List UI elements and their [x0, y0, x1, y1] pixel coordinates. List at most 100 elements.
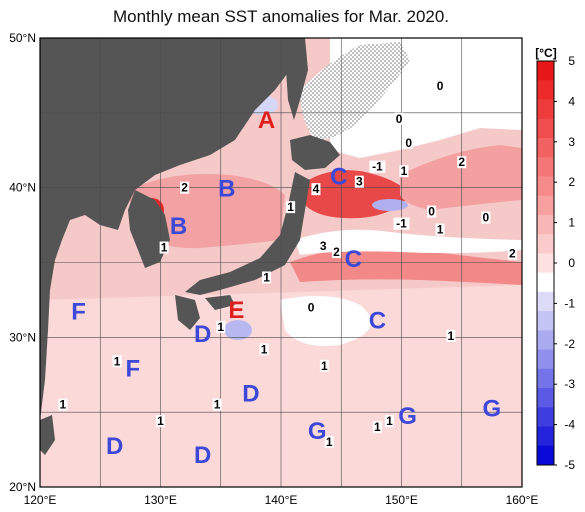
region-label-d: D — [194, 442, 211, 469]
contour-label: 2 — [458, 155, 465, 169]
contour-label-bg — [435, 223, 445, 236]
contour-label-bg — [369, 160, 386, 173]
colorbar-label: -4 — [564, 418, 575, 432]
land-taiwan — [40, 415, 55, 455]
region-label-d: D — [106, 433, 123, 460]
colorbar-segment — [537, 80, 554, 100]
land-kyushu — [175, 295, 200, 330]
colorbar-label: -3 — [564, 377, 575, 391]
colorbar-segment — [537, 349, 554, 370]
contour-label-bg — [427, 205, 437, 218]
contour-label: 1 — [401, 164, 408, 178]
contour-label: 0 — [483, 211, 490, 225]
contour-label: 1 — [374, 420, 381, 434]
contour-label-bg — [404, 136, 414, 149]
region-label-d: D — [194, 321, 211, 348]
contour-label-bg — [446, 329, 456, 342]
lon-tick-label: 120°E — [24, 493, 57, 507]
lon-tick-label: 150°E — [385, 493, 418, 507]
colorbar-label: 3 — [568, 135, 575, 149]
contour-label: 2 — [333, 245, 340, 259]
colorbar-segment — [537, 388, 554, 408]
contour-label: 2 — [181, 181, 188, 195]
anomaly-warm-band-kuroshio — [290, 246, 522, 285]
contour-label: 1 — [214, 398, 221, 412]
region-label-d: D — [242, 381, 259, 408]
lat-axis: 50°N 40°N 30°N 20°N — [9, 31, 36, 494]
contour-label-bg — [399, 165, 409, 178]
contour-label-bg — [393, 217, 410, 230]
land-honshu — [185, 172, 310, 295]
contour-label-bg — [156, 415, 165, 428]
colorbar-segment — [537, 291, 554, 312]
colorbar-label: 2 — [568, 175, 575, 189]
contour-label-bg — [112, 355, 122, 368]
anomaly-cold-eddy — [224, 320, 252, 340]
colorbar-segment — [537, 253, 554, 274]
contour-label-bg — [262, 271, 272, 284]
contour-label-bg — [457, 156, 467, 169]
colorbar-label: -1 — [564, 296, 575, 310]
contour-label: 4 — [313, 182, 320, 196]
land — [40, 38, 340, 455]
anomaly-cold-spot-east — [372, 199, 408, 211]
contour-label-bg — [58, 398, 68, 411]
contour-label: 1 — [114, 354, 121, 368]
lat-tick-label: 30°N — [9, 330, 36, 344]
colorbar-segment — [537, 137, 554, 158]
colorbar-segment — [537, 445, 554, 466]
colorbar-segment — [537, 330, 554, 351]
contour-label: 1 — [321, 359, 328, 373]
contour-label: 0 — [428, 205, 435, 219]
contour-label: 1 — [261, 342, 268, 356]
colorbar-label: 4 — [568, 94, 575, 108]
sea-ice-region — [300, 42, 410, 140]
contour-label-bg — [507, 247, 517, 260]
contour-label: 1 — [437, 223, 444, 237]
colorbar-label: 5 — [568, 54, 575, 68]
lon-axis: 120°E 130°E 140°E 150°E 160°E — [24, 493, 539, 507]
contour-label-bg — [306, 301, 316, 314]
anomaly-warm-japan-sea — [130, 174, 285, 249]
contour-label-bg — [216, 320, 226, 333]
lon-tick-label: 160°E — [506, 493, 539, 507]
contour-label-bg — [354, 175, 364, 188]
anomaly-near-zero-south — [280, 296, 372, 346]
colorbar-label: -2 — [564, 337, 575, 351]
contour-label: 1 — [326, 435, 333, 449]
contour-label-bg — [384, 415, 394, 428]
colorbar-label: -5 — [564, 458, 575, 472]
colorbar-label: 0 — [568, 256, 575, 270]
region-label-f: F — [125, 355, 140, 382]
region-label-e: E — [228, 297, 244, 324]
colorbar-segment — [537, 118, 554, 139]
contour-label: 1 — [448, 329, 455, 343]
contour-label-bg — [318, 240, 328, 253]
lon-tick-label: 130°E — [144, 493, 177, 507]
land-sakhalin — [286, 38, 308, 120]
colorbar-segment — [537, 272, 554, 293]
contour-label: 1 — [386, 414, 393, 428]
colorbar-segment — [537, 157, 554, 177]
colorbar: 5 4 3 2 1 0 -1 -2 -3 -4 -5 — [536, 54, 575, 472]
region-label-c: C — [369, 307, 386, 334]
contour-label: 0 — [405, 136, 412, 150]
lat-tick-label: 40°N — [9, 181, 36, 195]
contour-label-bg — [311, 183, 321, 196]
region-label-g: G — [483, 396, 502, 423]
colorbar-segment — [537, 214, 554, 235]
contour-label-bg — [372, 421, 382, 434]
lon-tick-label: 140°E — [265, 493, 298, 507]
contour-label-bg — [319, 359, 329, 372]
region-label-g: G — [398, 403, 417, 430]
colorbar-segment — [537, 311, 554, 331]
contour-label: 0 — [437, 79, 444, 93]
lat-tick-label: 50°N — [9, 31, 36, 45]
colorbar-segment — [537, 99, 554, 120]
colorbar-segment — [537, 234, 554, 254]
colorbar-segment — [537, 407, 554, 428]
contour-label: 1 — [217, 320, 224, 334]
contour-label: 1 — [60, 398, 67, 412]
